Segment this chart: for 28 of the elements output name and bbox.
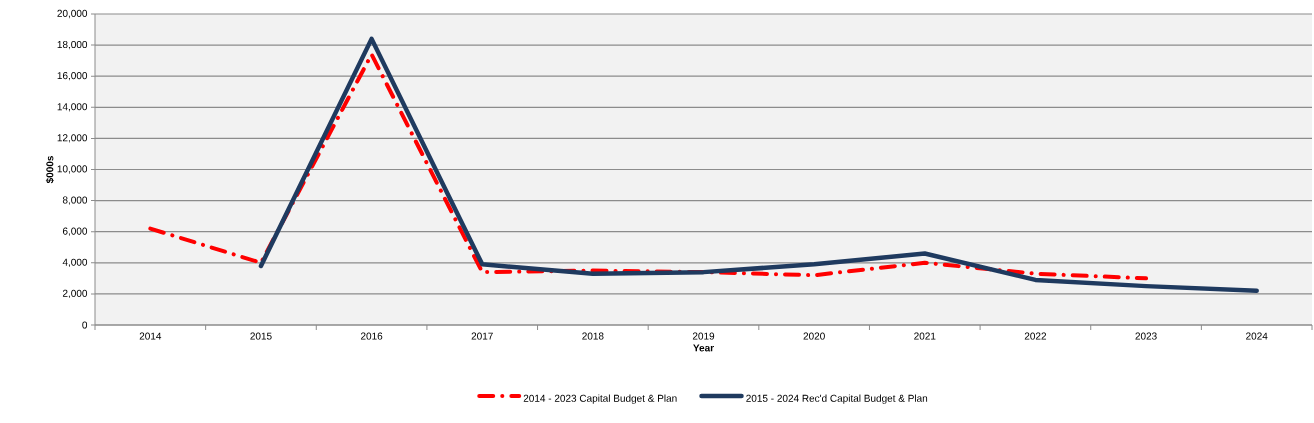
- y-tick-label: 16,000: [57, 72, 88, 81]
- y-tick-label: 2,000: [62, 289, 88, 299]
- y-axis-title: $000s: [45, 156, 55, 184]
- y-tick-label: 10,000: [57, 165, 88, 174]
- x-tick-label: 2018: [582, 332, 604, 340]
- y-tick-label: 20,000: [57, 9, 88, 19]
- y-tick-label: 6,000: [62, 227, 88, 236]
- line-series: [258, 36, 1259, 294]
- y-tick-label: 4,000: [62, 258, 88, 267]
- y-tick-label: 18,000: [57, 40, 88, 50]
- line-series: [148, 52, 1149, 281]
- x-tick-label: 2017: [471, 332, 493, 340]
- x-tick-label: 2019: [692, 332, 715, 340]
- x-tick-label: 2022: [1024, 332, 1047, 340]
- y-tick-label: 12,000: [57, 134, 88, 143]
- x-tick-label: 2015: [250, 332, 272, 340]
- x-tick-label: 2023: [1135, 332, 1157, 340]
- y-tick-label: 8,000: [62, 196, 88, 205]
- legend-label: 2015 - 2024 Rec'd Capital Budget & Plan: [746, 394, 928, 404]
- x-tick-label: 2021: [914, 332, 936, 340]
- x-tick-label: 2016: [360, 332, 383, 340]
- y-tick-label: 0: [82, 321, 88, 329]
- y-tick-label: 14,000: [57, 103, 88, 112]
- x-tick-label: 2020: [803, 332, 825, 340]
- legend-label: 2014 - 2023 Capital Budget & Plan: [523, 394, 677, 404]
- x-axis-title: Year: [693, 344, 714, 352]
- x-tick-label: 2024: [1246, 332, 1268, 340]
- x-tick-label: 2014: [139, 332, 162, 340]
